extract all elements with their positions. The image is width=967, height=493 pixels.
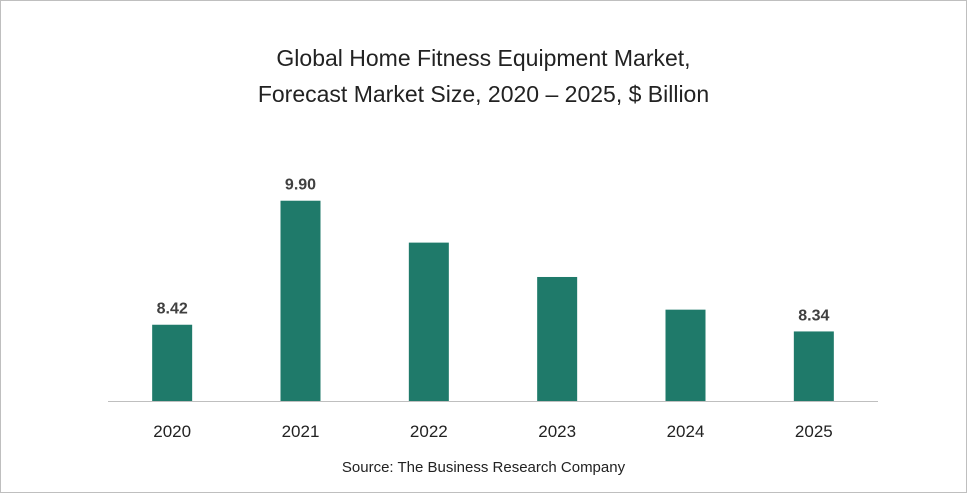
x-tick-label: 2024	[667, 422, 705, 441]
bar-2020	[152, 324, 193, 401]
bar-2022	[408, 242, 449, 401]
bar-2023	[537, 276, 578, 401]
chart-title-line-2: Forecast Market Size, 2020 – 2025, $ Bil…	[257, 81, 710, 107]
x-tick-label: 2025	[795, 422, 833, 441]
bar-2021	[280, 200, 321, 401]
source-note: Source: The Business Research Company	[341, 459, 626, 476]
bar-2024	[665, 309, 706, 401]
chart-title-line-1: Global Home Fitness Equipment Market,	[276, 45, 691, 71]
data-label-2021: 9.90	[285, 177, 316, 194]
bar-2025	[793, 331, 834, 401]
data-label-2020: 8.42	[157, 301, 188, 318]
x-tick-label: 2023	[538, 422, 576, 441]
x-tick-label: 2021	[282, 422, 320, 441]
x-tick-label: 2020	[153, 422, 191, 441]
x-tick-label: 2022	[410, 422, 448, 441]
data-label-2025: 8.34	[798, 307, 829, 324]
